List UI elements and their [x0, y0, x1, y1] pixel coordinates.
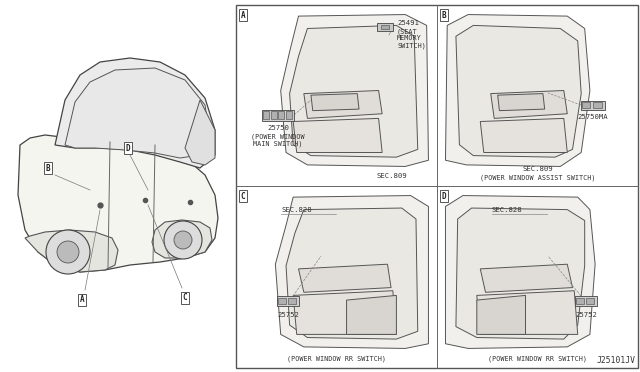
Text: 25750: 25750 — [267, 125, 289, 131]
Polygon shape — [477, 295, 525, 334]
Text: A: A — [241, 10, 245, 19]
Bar — [262, 109, 294, 121]
Text: (POWER WINDOW ASSIST SWITCH): (POWER WINDOW ASSIST SWITCH) — [480, 174, 595, 180]
Polygon shape — [185, 100, 215, 165]
Polygon shape — [275, 196, 428, 349]
Circle shape — [174, 231, 192, 249]
Bar — [277, 296, 299, 306]
Circle shape — [46, 230, 90, 274]
Text: 25752: 25752 — [575, 312, 597, 318]
Text: A: A — [80, 295, 84, 305]
Text: J25101JV: J25101JV — [597, 356, 636, 365]
Polygon shape — [456, 208, 585, 339]
Bar — [576, 298, 584, 304]
Text: 25491: 25491 — [397, 20, 419, 26]
Text: C: C — [241, 192, 245, 201]
Polygon shape — [286, 208, 418, 339]
Text: (SEAT: (SEAT — [397, 28, 418, 35]
Circle shape — [164, 221, 202, 259]
Text: 25750MA: 25750MA — [578, 114, 608, 120]
Polygon shape — [304, 90, 382, 118]
Text: 25752: 25752 — [277, 312, 299, 318]
Polygon shape — [25, 230, 118, 272]
Bar — [263, 112, 269, 119]
Bar — [278, 298, 285, 304]
Polygon shape — [311, 94, 359, 110]
Text: SEC.809: SEC.809 — [522, 166, 553, 172]
Text: (POWER WINDOW RR SWITCH): (POWER WINDOW RR SWITCH) — [488, 355, 587, 362]
Polygon shape — [498, 94, 545, 110]
Text: SEC.809: SEC.809 — [377, 173, 407, 179]
Bar — [593, 102, 602, 108]
Text: MAIN SWITCH): MAIN SWITCH) — [253, 140, 303, 147]
Bar — [381, 25, 389, 29]
Text: SWITCH): SWITCH) — [397, 42, 426, 48]
Bar — [575, 296, 597, 306]
Polygon shape — [347, 295, 396, 334]
Text: D: D — [125, 144, 131, 153]
Text: (POWER WINDOW RR SWITCH): (POWER WINDOW RR SWITCH) — [287, 355, 386, 362]
Bar — [582, 102, 590, 108]
Text: MEMORY: MEMORY — [397, 35, 422, 41]
Polygon shape — [456, 25, 581, 157]
Polygon shape — [281, 15, 428, 166]
Polygon shape — [65, 68, 210, 158]
Bar — [289, 298, 296, 304]
Polygon shape — [293, 291, 396, 334]
Bar — [377, 23, 393, 31]
Polygon shape — [445, 15, 590, 166]
Polygon shape — [18, 135, 218, 272]
Bar — [278, 112, 284, 119]
Bar — [236, 5, 638, 368]
Polygon shape — [290, 25, 418, 157]
Text: (POWER WINDOW: (POWER WINDOW — [251, 133, 305, 140]
Bar — [271, 112, 276, 119]
Polygon shape — [152, 220, 212, 258]
Polygon shape — [477, 291, 578, 334]
Text: C: C — [182, 294, 188, 302]
Polygon shape — [293, 118, 382, 153]
Circle shape — [57, 241, 79, 263]
Text: D: D — [442, 192, 446, 201]
Polygon shape — [298, 264, 391, 292]
Text: SEC.828: SEC.828 — [492, 207, 523, 213]
Polygon shape — [55, 58, 215, 168]
Polygon shape — [445, 196, 595, 349]
Polygon shape — [491, 90, 567, 118]
Bar — [286, 112, 292, 119]
Polygon shape — [480, 118, 567, 153]
Bar — [586, 298, 594, 304]
Bar — [581, 100, 605, 109]
Text: B: B — [442, 10, 446, 19]
Text: SEC.828: SEC.828 — [281, 207, 312, 213]
Text: B: B — [45, 164, 51, 173]
Polygon shape — [480, 264, 573, 292]
